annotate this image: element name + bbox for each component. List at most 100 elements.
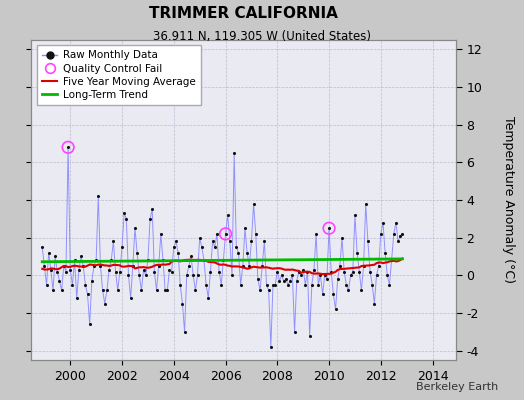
Point [114,287,122,294]
Point [338,234,346,241]
Point [195,234,204,241]
Point [256,287,264,294]
Point [209,238,217,245]
Point [75,266,83,273]
Point [200,257,208,264]
Point [144,257,152,264]
Point [258,263,266,269]
Point [178,300,187,307]
Point [116,268,124,275]
Point [353,250,361,256]
Point [204,295,213,301]
Point [224,212,232,218]
Point [172,238,180,245]
Point [389,231,398,237]
Point [180,328,189,335]
Y-axis label: Temperature Anomaly (°C): Temperature Anomaly (°C) [501,116,515,284]
Point [81,282,90,288]
Point [64,144,72,150]
Point [83,291,92,297]
Point [202,282,210,288]
Point [182,272,191,278]
Point [217,282,225,288]
Point [271,282,279,288]
Point [221,231,230,237]
Point [90,263,98,269]
Point [213,231,221,237]
Point [325,225,333,232]
Point [219,257,227,264]
Point [128,263,137,269]
Point [241,225,249,232]
Point [40,263,49,269]
Point [105,266,113,273]
Point [370,300,378,307]
Point [383,272,391,278]
Point [277,272,286,278]
Point [294,268,303,275]
Legend: Raw Monthly Data, Quality Control Fail, Five Year Moving Average, Long-Term Tren: Raw Monthly Data, Quality Control Fail, … [37,45,201,105]
Point [319,291,327,297]
Point [189,272,198,278]
Point [124,272,133,278]
Point [107,257,115,264]
Point [381,250,389,256]
Point [112,268,120,275]
Point [161,287,169,294]
Point [176,282,184,288]
Point [77,253,85,260]
Point [120,210,128,216]
Point [174,250,182,256]
Point [42,282,51,288]
Point [282,276,290,282]
Point [292,278,301,284]
Point [146,216,154,222]
Point [64,144,72,150]
Point [288,272,297,278]
Point [265,287,273,294]
Point [236,282,245,288]
Point [260,238,269,245]
Point [280,278,288,284]
Point [96,263,105,269]
Point [58,287,66,294]
Point [267,344,275,350]
Point [165,266,173,273]
Point [157,231,165,237]
Point [344,287,353,294]
Point [329,291,337,297]
Point [373,272,381,278]
Point [310,266,318,273]
Point [249,200,258,207]
Point [56,278,64,284]
Point [47,266,55,273]
Point [263,282,271,288]
Point [206,268,215,275]
Point [215,268,223,275]
Point [340,268,348,275]
Point [122,216,130,222]
Point [88,278,96,284]
Point [109,238,117,245]
Point [394,238,402,245]
Point [331,306,340,312]
Point [92,257,100,264]
Point [245,263,254,269]
Point [342,282,351,288]
Point [170,244,178,250]
Point [85,321,94,328]
Point [284,282,292,288]
Point [139,266,148,273]
Point [51,253,59,260]
Point [53,268,61,275]
Point [366,268,374,275]
Point [333,276,342,282]
Point [72,295,81,301]
Point [301,282,310,288]
Point [99,287,107,294]
Text: Berkeley Earth: Berkeley Earth [416,382,498,392]
Point [377,231,385,237]
Point [60,263,68,269]
Point [398,231,407,237]
Point [126,295,135,301]
